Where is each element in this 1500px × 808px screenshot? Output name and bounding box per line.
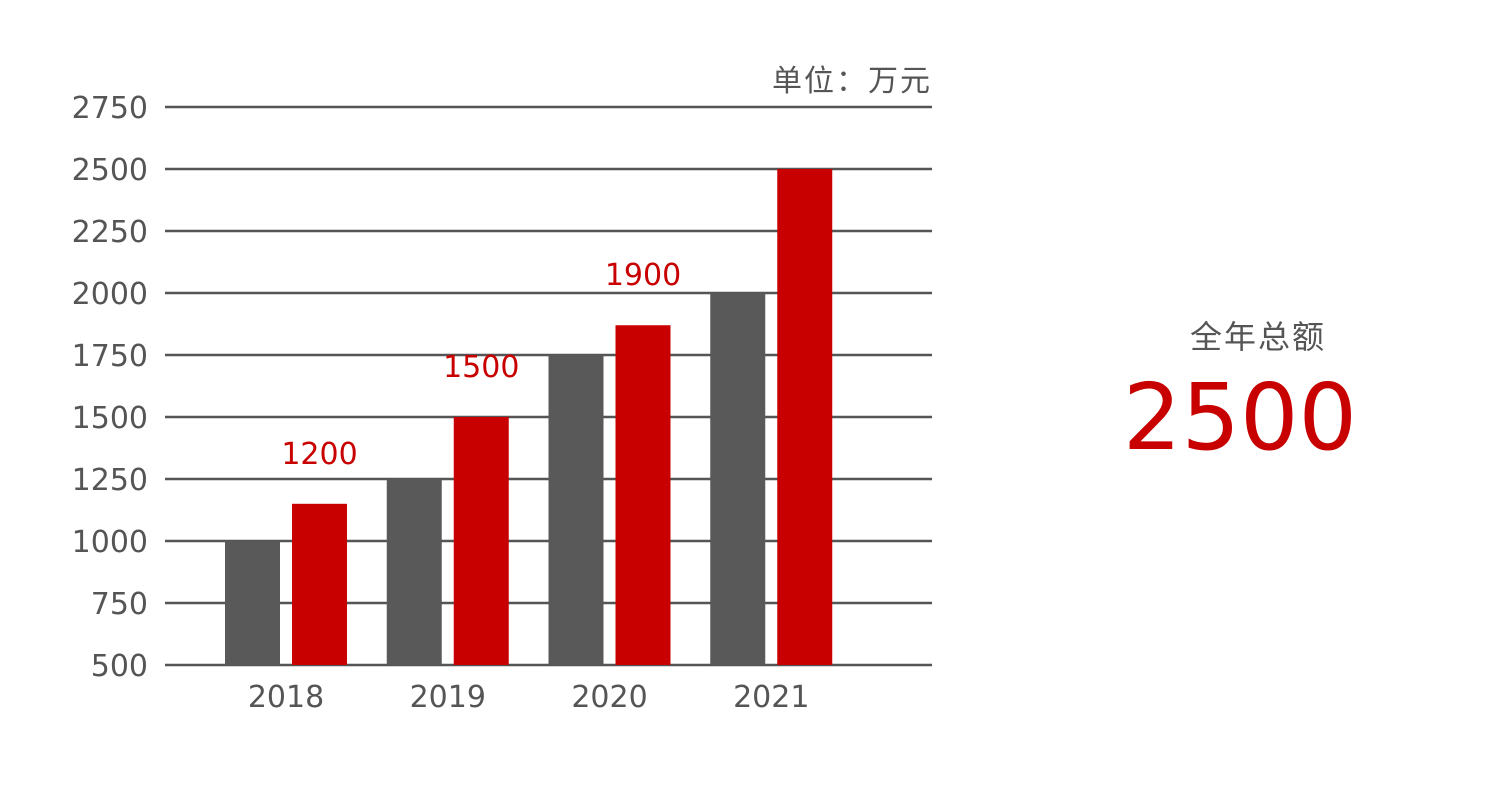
y-tick-label: 2500	[72, 153, 148, 188]
data-label: 1200	[281, 437, 357, 472]
bar-2018-s2	[292, 503, 347, 665]
bars-layer	[225, 169, 833, 665]
bar-2019-s1	[386, 479, 442, 665]
bar-2021-s2	[777, 169, 833, 665]
bar-2021-s1	[710, 293, 766, 665]
x-tick-label: 2020	[571, 680, 647, 715]
y-tick-label: 750	[91, 587, 148, 622]
y-tick-label: 2250	[72, 215, 148, 250]
y-tick-label: 2000	[72, 277, 148, 312]
bar-2020-s2	[615, 325, 671, 665]
x-tick-label: 2021	[733, 680, 809, 715]
total-label: 全年总额	[1189, 318, 1326, 356]
y-tick-label: 1500	[72, 401, 148, 436]
y-tick-label: 500	[91, 649, 148, 684]
y-tick-label: 2750	[72, 91, 148, 126]
bar-2020-s1	[548, 355, 604, 665]
unit-label: 单位：万元	[772, 64, 932, 99]
total-value: 2500	[1122, 364, 1358, 471]
y-axis-ticks: 500 750 1000 1250 1500 1750 2000 2250 2500 2750	[72, 91, 148, 684]
bar-2018-s1	[225, 541, 280, 665]
total-summary: 全年总额 2500	[1100, 312, 1380, 464]
bar-2019-s2	[453, 417, 509, 665]
x-tick-label: 2019	[410, 680, 486, 715]
data-labels-layer: 1200 1500 1900	[281, 258, 681, 472]
x-axis-ticks: 2018 2019 2020 2021	[248, 680, 810, 715]
y-tick-label: 1750	[72, 339, 148, 374]
data-label: 1900	[605, 258, 681, 293]
data-label: 1500	[443, 350, 519, 385]
x-tick-label: 2018	[248, 680, 324, 715]
y-tick-label: 1250	[72, 463, 148, 498]
y-tick-label: 1000	[72, 525, 148, 560]
